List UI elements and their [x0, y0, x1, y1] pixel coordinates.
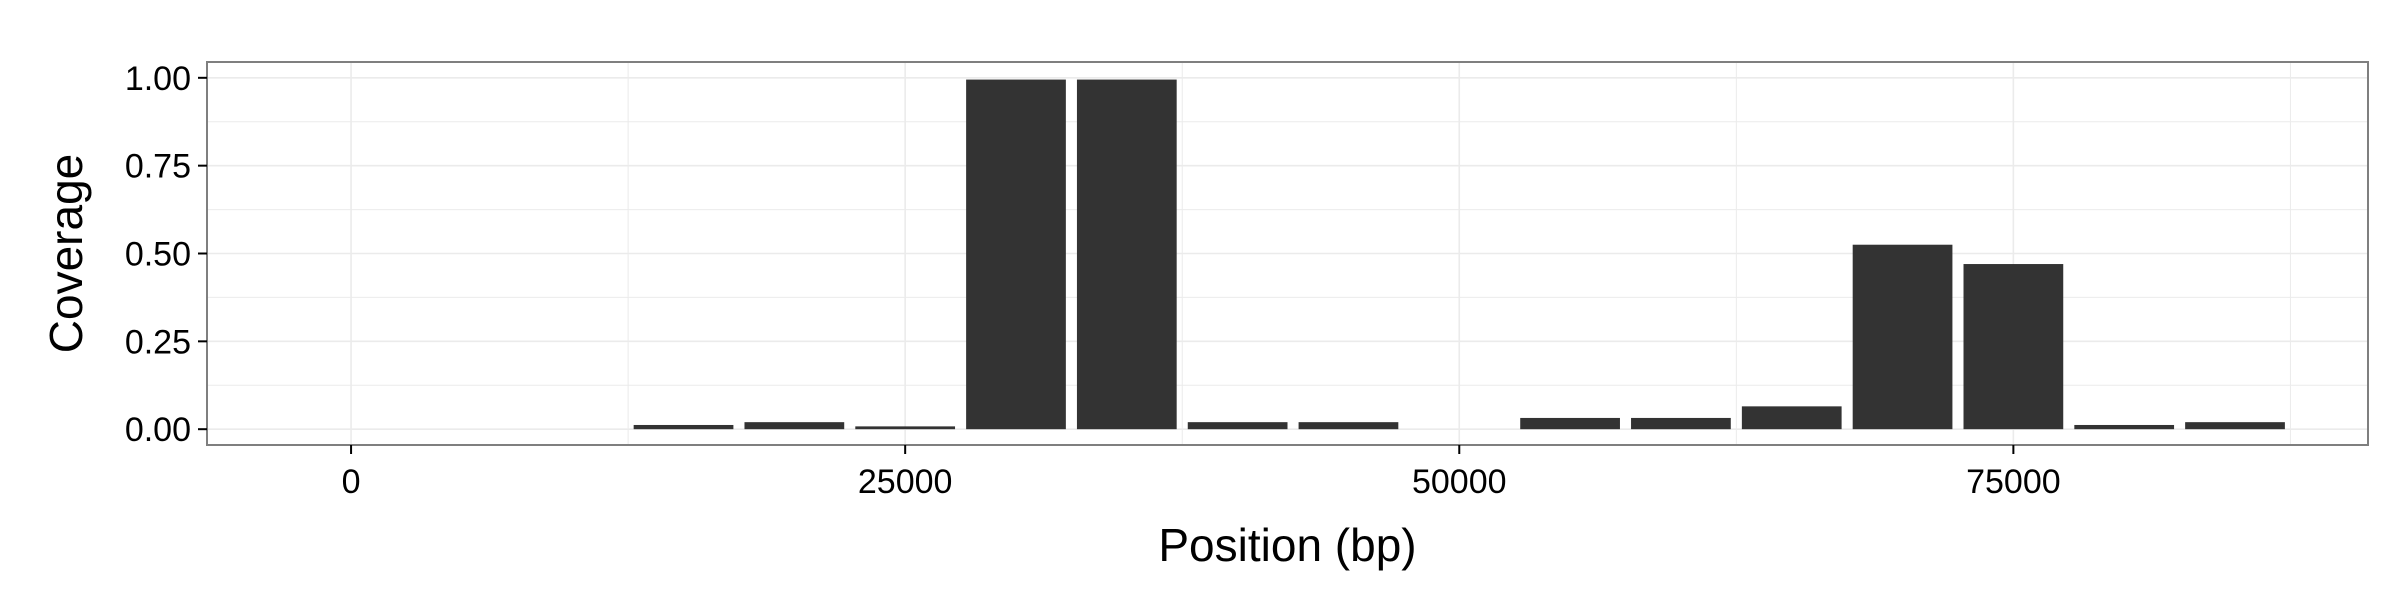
bar	[1852, 244, 1953, 430]
y-tick-label: 0.25	[125, 323, 191, 361]
y-axis-title: Coverage	[40, 154, 92, 353]
bar	[855, 426, 956, 430]
y-tick-label: 0.50	[125, 236, 191, 274]
bar	[1187, 422, 1288, 430]
y-axis: 0.00 0.25 0.50 0.75 1.00	[125, 60, 207, 449]
bar	[744, 422, 845, 430]
x-tick-label: 50000	[1412, 463, 1507, 501]
bar	[1298, 422, 1399, 430]
y-tick-label: 0.00	[125, 411, 191, 449]
x-axis: 0 25000 50000 75000	[342, 445, 2061, 501]
bar	[1741, 406, 1842, 430]
bar	[966, 79, 1066, 430]
x-tick-label: 25000	[858, 463, 953, 501]
y-tick-label: 0.75	[125, 148, 191, 186]
bars	[633, 79, 2285, 430]
bar	[2185, 422, 2285, 430]
x-tick-label: 0	[342, 463, 361, 501]
y-tick-label: 1.00	[125, 60, 191, 98]
bar	[1520, 417, 1620, 430]
bar	[2074, 424, 2175, 430]
bar	[1076, 79, 1177, 430]
bar	[633, 424, 734, 430]
bar	[1963, 264, 2064, 430]
bar	[1631, 417, 1731, 430]
x-axis-title: Position (bp)	[1158, 519, 1416, 571]
x-tick-label: 75000	[1966, 463, 2061, 501]
